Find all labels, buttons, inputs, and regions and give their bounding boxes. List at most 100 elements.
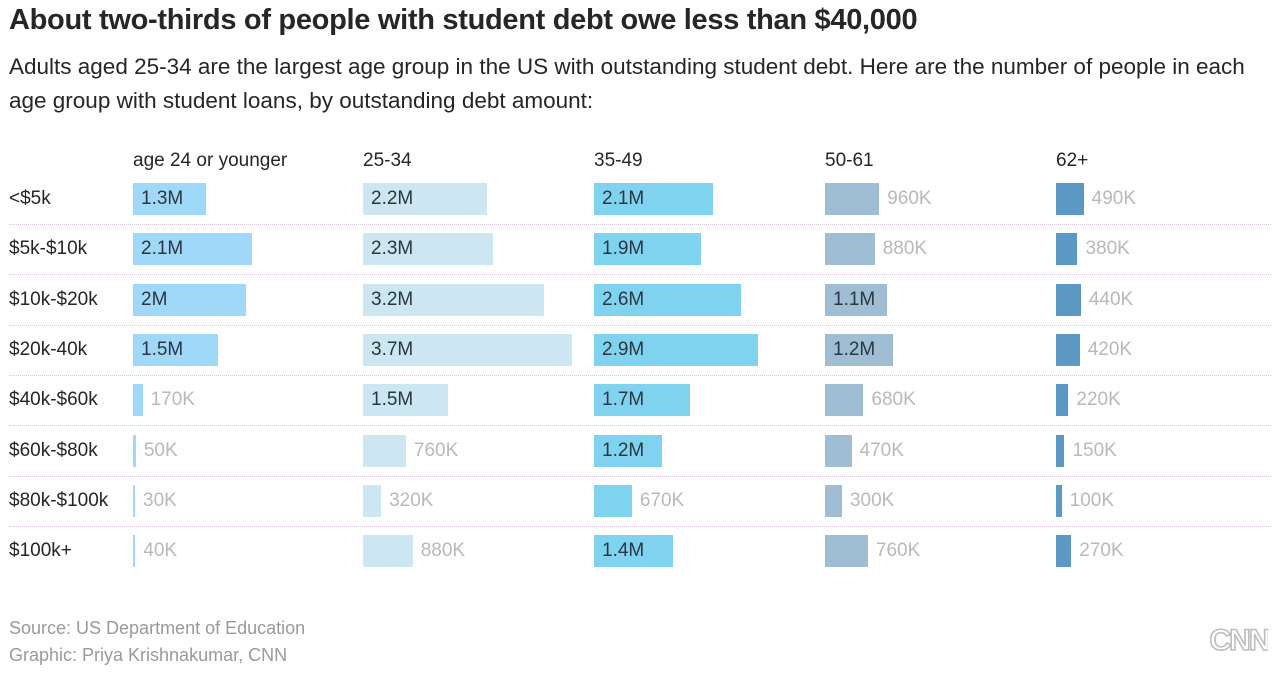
bar [825,233,875,266]
data-label: 2.1M [602,188,645,209]
bar [594,484,632,517]
data-label: 2.6M [602,288,645,310]
data-label: 880K [420,540,466,562]
data-label: 490K [1091,188,1137,209]
bar [825,484,842,517]
row-separator [9,274,1271,276]
data-label: 320K [389,489,434,511]
data-label: 960K [887,188,932,209]
bar [594,535,674,568]
bar [594,183,713,215]
chart-subtitle: Adults aged 25-34 are the largest age gr… [9,54,1245,113]
bar [825,283,888,316]
bar [133,233,252,266]
data-label: 50K [143,439,178,461]
bar [1056,183,1084,215]
column-header: 50-61 [825,150,874,171]
column-header: 62+ [1056,150,1089,171]
data-label: 1.5M [371,389,414,411]
row-separator [9,425,1271,427]
data-label: 2.3M [371,238,414,260]
bar [594,333,758,366]
column-header: 25-34 [363,150,412,171]
data-label: 2M [141,288,168,310]
row-label: $10k-$20k [9,288,98,310]
bar [363,434,406,467]
data-label: 1.4M [602,540,645,562]
bar [363,283,544,316]
data-label: 2.9M [602,338,645,360]
svg-text:CNN: CNN [1210,624,1268,656]
data-label: 1.9M [602,238,645,260]
data-label: 170K [150,389,195,411]
bar [825,333,893,366]
bar [825,384,864,417]
row-separator [9,374,1271,376]
bar [1056,384,1069,417]
row-separator [9,324,1271,326]
data-label: 220K [1076,389,1121,411]
chart-title: About two-thirds of people with student … [9,4,918,36]
bar [1056,484,1062,517]
data-label: 1.1M [833,288,876,310]
bar [825,434,852,467]
data-label: 470K [859,439,904,461]
row-label: <$5k [9,188,51,209]
column-header: 35-49 [594,150,643,171]
bar [133,535,136,568]
bar [594,384,691,417]
row-label: $100k+ [9,540,72,562]
row-label: $80k-$100k [9,489,109,511]
cnn-logo: CNN [1210,623,1268,656]
bar [1056,283,1081,316]
bar [594,233,702,266]
data-label: 1.3M [141,188,184,209]
bar [825,535,868,568]
row-label: $20k-40k [9,338,88,360]
data-label: 270K [1079,540,1124,562]
bar [363,233,493,266]
data-label: 380K [1085,238,1130,260]
row-separator [9,525,1271,527]
data-label: 1.7M [602,389,645,411]
data-label: 100K [1069,489,1115,511]
row-separator [9,475,1271,477]
bar [133,384,143,417]
data-label: 440K [1088,288,1134,310]
data-label: 2.1M [141,238,184,260]
bar [133,333,218,366]
data-label: 3.2M [371,288,414,310]
graphic-credit: Graphic: Priya Krishnakumar, CNN [9,645,288,665]
bar [363,484,382,517]
data-label: 680K [871,389,916,411]
bar [1056,434,1065,467]
bar [363,333,572,366]
data-label: 40K [143,540,178,562]
data-label: 760K [875,540,921,562]
data-label: 3.7M [371,338,414,360]
data-label: 670K [639,489,685,511]
data-label: 760K [413,439,459,461]
bar [363,183,488,215]
source-note: Source: US Department of Education [9,618,306,638]
data-label: 420K [1087,338,1133,360]
row-label: $40k-$60k [9,389,98,411]
bar [133,434,136,467]
bar [825,183,880,215]
data-label: 150K [1072,439,1117,461]
bar [133,484,135,517]
row-label: $60k-$80k [9,439,98,461]
bar [594,283,741,316]
bar [363,535,413,568]
data-label: 2.2M [371,188,414,209]
row-separator [9,224,1271,225]
bar [1056,233,1078,266]
bar [133,283,246,316]
bar [133,183,207,215]
data-label: 300K [849,489,895,511]
column-header: age 24 or younger [133,150,288,171]
bar [1056,535,1072,568]
data-label: 1.5M [141,338,184,360]
row-label: $5k-$10k [9,238,88,260]
